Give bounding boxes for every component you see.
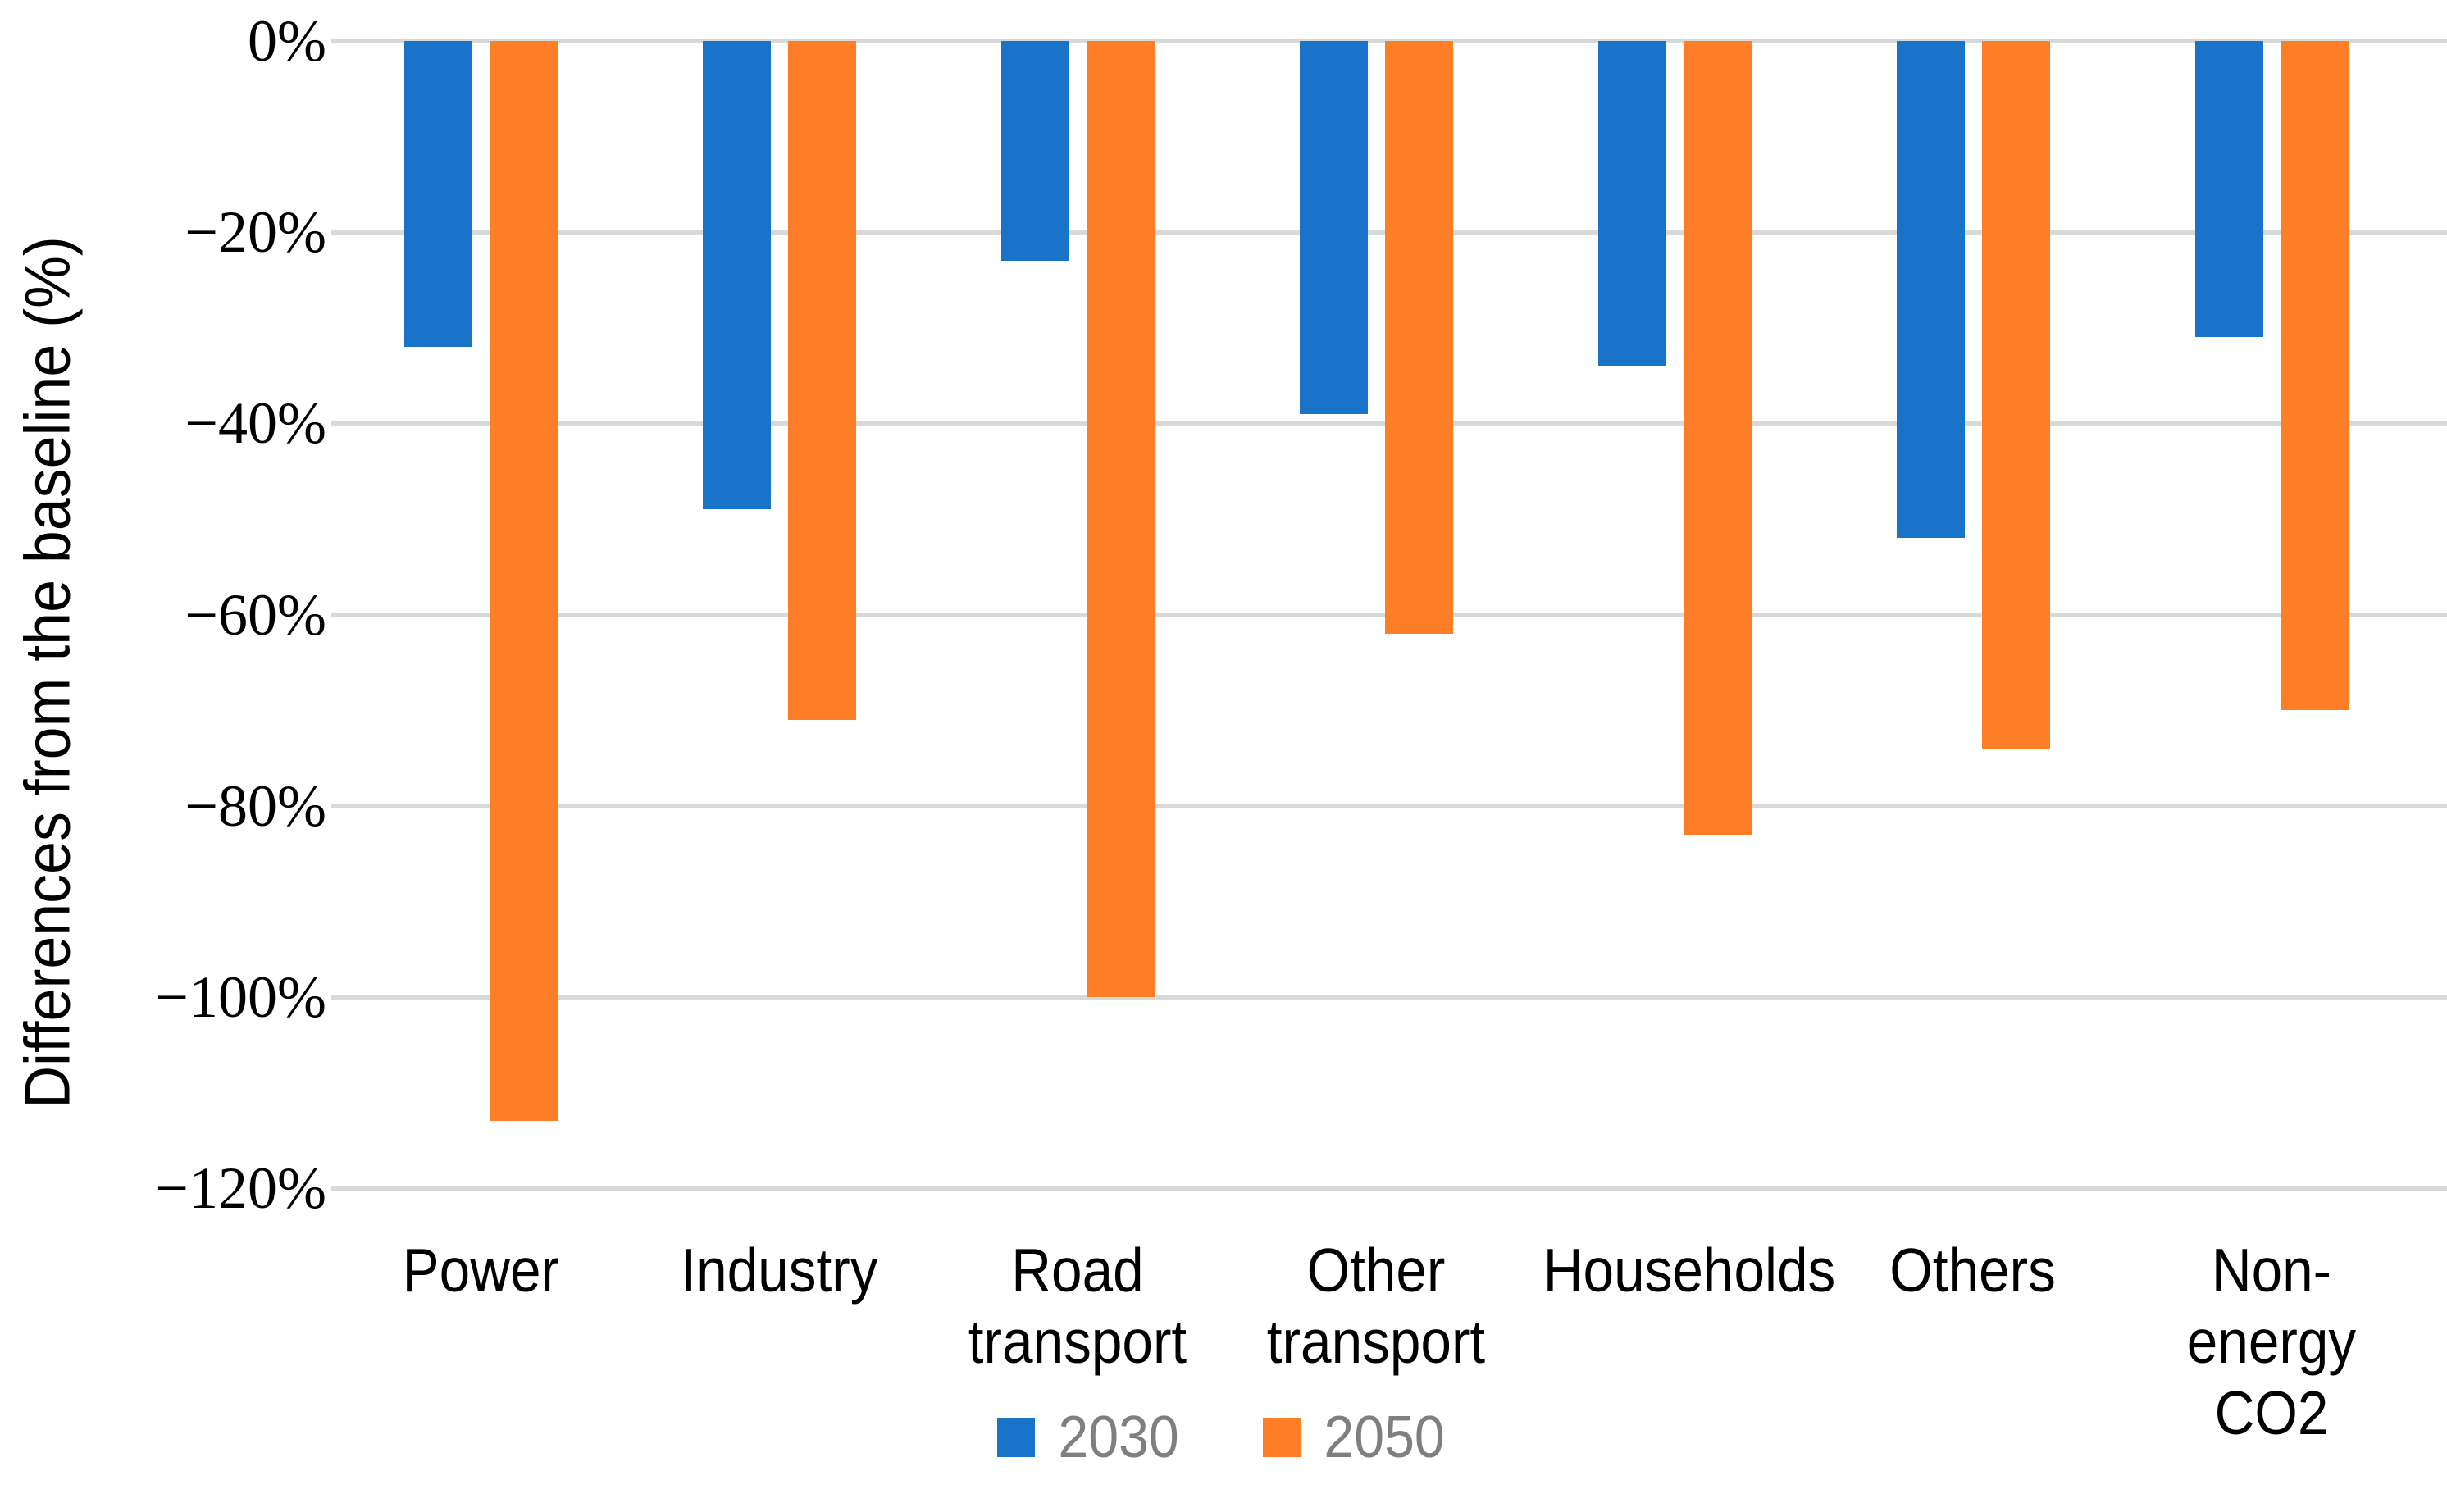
x-label-industry: Industry	[631, 1235, 927, 1306]
bar-2030-industry	[702, 41, 771, 510]
plot-area	[331, 39, 2447, 1191]
legend-item-2030: 2030	[996, 1404, 1184, 1471]
x-label-text-other-transport: Other transport	[1266, 1236, 1486, 1376]
bar-2050-others	[1981, 41, 2050, 749]
bar-2030-road-transport	[1000, 41, 1069, 262]
x-label-text-power: Power	[402, 1236, 559, 1305]
bar-2050-non-energy-co2	[2280, 41, 2349, 711]
x-label-households: Households	[1527, 1235, 1835, 1306]
gridline--100-	[331, 994, 2447, 1000]
gridline--80-	[331, 803, 2447, 808]
y-tick-label--20-: −20%	[185, 199, 326, 266]
x-label-text-industry: Industry	[680, 1236, 878, 1305]
bar-2030-non-energy-co2	[2194, 41, 2263, 338]
bar-2050-industry	[787, 41, 856, 720]
y-tick-label--40-: −40%	[185, 390, 326, 457]
x-label-text-others: Others	[1889, 1236, 2057, 1305]
x-label-text-households: Households	[1542, 1236, 1836, 1305]
y-tick-label--120-: −120%	[155, 1155, 326, 1221]
legend-item-2050: 2050	[1263, 1404, 1450, 1471]
bar-2030-others	[1896, 41, 1965, 539]
legend-label-2050: 2050	[1324, 1405, 1445, 1470]
bar-2030-power	[403, 41, 472, 348]
gridline--120-	[331, 1186, 2447, 1191]
bar-2050-households	[1683, 41, 1752, 835]
x-label-other-transport: Other transport	[1228, 1235, 1524, 1378]
y-tick-label-0-: 0%	[248, 8, 326, 74]
legend: 2030 2050	[0, 1404, 2447, 1471]
legend-label-2030: 2030	[1058, 1405, 1179, 1470]
legend-swatch-2050	[1263, 1418, 1301, 1457]
x-label-power: Power	[333, 1235, 628, 1306]
bar-2050-power	[489, 41, 558, 1122]
bar-2050-other-transport	[1384, 41, 1453, 634]
x-label-non-energy-co2: Non-energy CO2	[2124, 1235, 2419, 1449]
x-label-others: Others	[1825, 1235, 2121, 1306]
x-label-text-road-transport: Road transport	[968, 1236, 1187, 1376]
bar-2030-other-transport	[1299, 41, 1368, 414]
x-label-road-transport: Road transport	[930, 1235, 1225, 1378]
legend-swatch-2030	[996, 1418, 1035, 1457]
bar-2030-households	[1597, 41, 1666, 367]
y-tick-label--100-: −100%	[155, 963, 326, 1030]
y-tick-label--60-: −60%	[185, 581, 326, 648]
y-tick-label--80-: −80%	[185, 772, 326, 839]
bar-2050-road-transport	[1086, 41, 1155, 997]
x-label-text-non-energy-co2: Non-energy CO2	[2186, 1236, 2357, 1447]
